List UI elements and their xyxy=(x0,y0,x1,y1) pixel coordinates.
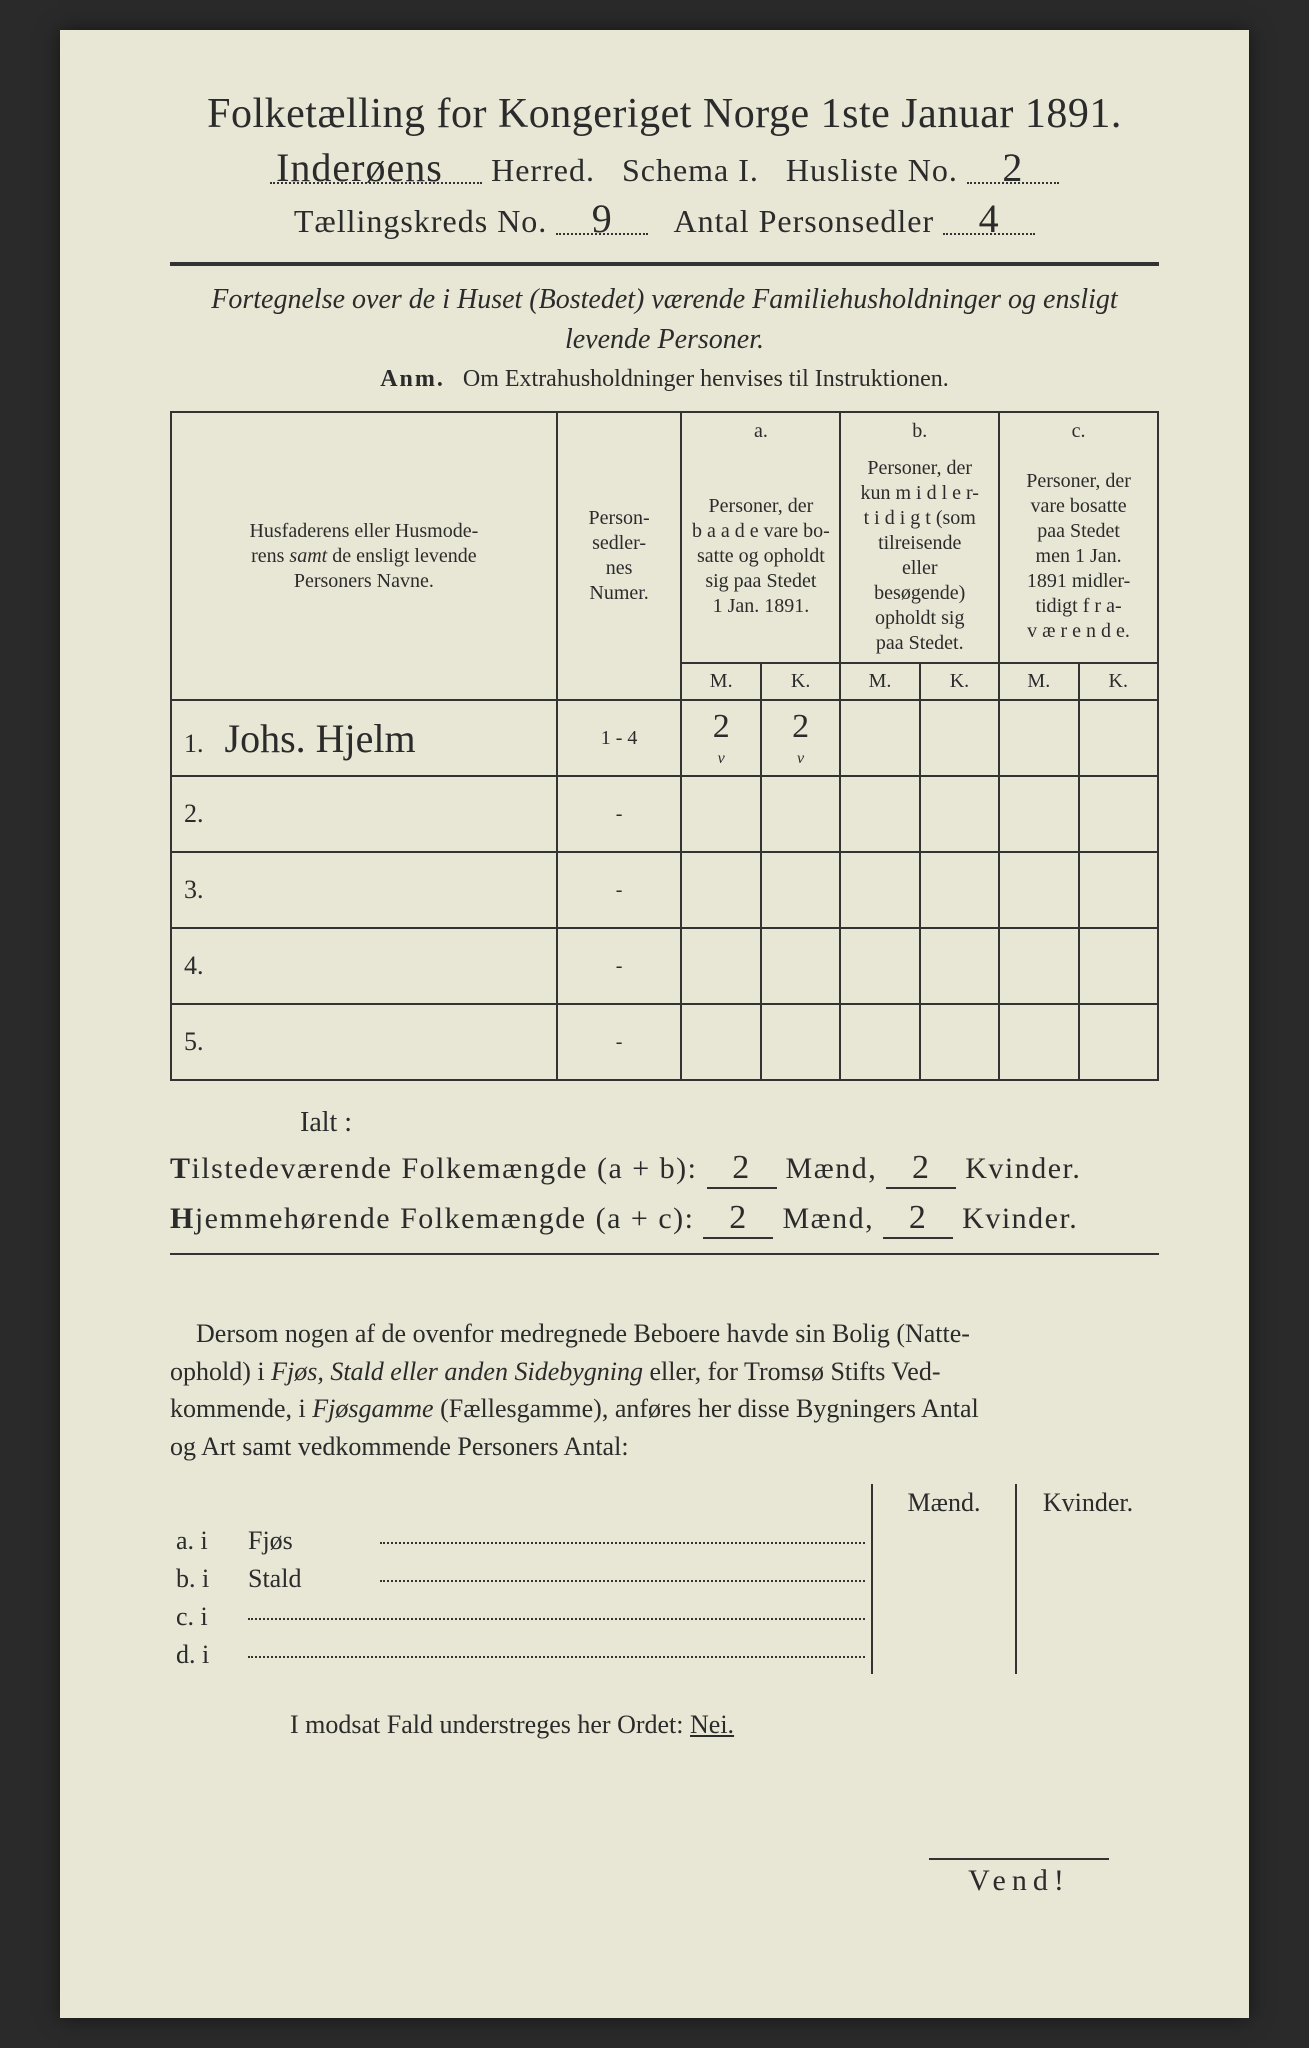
person-num: 1 - 4 xyxy=(557,700,682,776)
building-row: d. i xyxy=(170,1636,1159,1674)
col-c-k: K. xyxy=(1079,663,1158,700)
person-name: Johs. Hjelm xyxy=(225,716,416,761)
anm-line: Anm. Om Extrahusholdninger henvises til … xyxy=(170,366,1159,393)
present-men: 2 xyxy=(707,1149,777,1189)
bld-maend: Mænd. xyxy=(872,1484,1016,1522)
husliste-value: 2 xyxy=(967,154,1059,184)
household-table: Husfaderens eller Husmode-rens samt de e… xyxy=(170,411,1159,1081)
table-row: 4. - xyxy=(171,928,1158,1004)
kreds-value: 9 xyxy=(556,205,648,235)
census-form-page: Folketælling for Kongeriget Norge 1ste J… xyxy=(60,30,1249,2018)
col-b-k: K. xyxy=(920,663,999,700)
ialt-label: Ialt : xyxy=(300,1107,1159,1139)
col-a-header: Personer, derb a a d e vare bo-satte og … xyxy=(681,450,840,663)
col-c-header: Personer, dervare bosattepaa Stedetmen 1… xyxy=(999,450,1158,663)
building-row: c. i xyxy=(170,1598,1159,1636)
page-title: Folketælling for Kongeriget Norge 1ste J… xyxy=(170,90,1159,138)
cell-c-m xyxy=(999,700,1078,776)
herred-label: Herred. xyxy=(491,152,595,188)
table-row: 5. - xyxy=(171,1004,1158,1080)
totals-line-2: Hjemmehørende Folkemængde (a + c): 2 Mæn… xyxy=(170,1199,1159,1239)
husliste-label: Husliste No. xyxy=(786,152,958,188)
col-header-names: Husfaderens eller Husmode-rens samt de e… xyxy=(171,412,557,700)
bld-kvinder: Kvinder. xyxy=(1016,1484,1159,1522)
header-line-2: Tællingskreds No. 9 Antal Personsedler 4 xyxy=(170,203,1159,240)
nei-line: I modsat Fald understreges her Ordet: Ne… xyxy=(290,1710,1159,1740)
anm-label: Anm. xyxy=(380,366,445,392)
building-row: a. i Fjøs xyxy=(170,1522,1159,1560)
cell-a-m: 2 v xyxy=(681,700,760,776)
cell-c-k xyxy=(1079,700,1158,776)
resident-women: 2 xyxy=(883,1199,953,1239)
description-line-1: Fortegnelse over de i Huset (Bostedet) v… xyxy=(170,284,1159,316)
nei-word: Nei. xyxy=(690,1710,734,1739)
totals-line-1: Tilstedeværende Folkemængde (a + b): 2 M… xyxy=(170,1149,1159,1189)
present-women: 2 xyxy=(886,1149,956,1189)
divider xyxy=(170,1253,1159,1255)
anm-text: Om Extrahusholdninger henvises til Instr… xyxy=(463,366,949,392)
vend-label: Vend! xyxy=(929,1858,1109,1898)
cell-a-k: 2 v xyxy=(761,700,840,776)
schema-label: Schema I. xyxy=(622,152,759,188)
col-a-label: a. xyxy=(681,412,840,450)
col-a-k: K. xyxy=(761,663,840,700)
col-c-m: M. xyxy=(999,663,1078,700)
resident-men: 2 xyxy=(703,1199,773,1239)
col-c-label: c. xyxy=(999,412,1158,450)
col-a-m: M. xyxy=(681,663,760,700)
col-header-num: Person-sedler-nesNumer. xyxy=(557,412,682,700)
col-b-header: Personer, derkun m i d l e r-t i d i g t… xyxy=(840,450,999,663)
herred-value: Inderøens xyxy=(270,154,482,184)
col-b-label: b. xyxy=(840,412,999,450)
buildings-paragraph: Dersom nogen af de ovenfor medregnede Be… xyxy=(170,1315,1159,1466)
table-row: 1. Johs. Hjelm 1 - 4 2 v 2 v xyxy=(171,700,1158,776)
antall-value: 4 xyxy=(943,205,1035,235)
header-line-1: Inderøens Herred. Schema I. Husliste No.… xyxy=(170,152,1159,189)
row-index: 1. xyxy=(184,729,204,758)
table-row: 3. - xyxy=(171,852,1158,928)
kreds-label: Tællingskreds No. xyxy=(294,203,547,239)
building-row: b. i Stald xyxy=(170,1560,1159,1598)
buildings-table: Mænd. Kvinder. a. i Fjøs b. i Stald c. i… xyxy=(170,1484,1159,1674)
antall-label: Antal Personsedler xyxy=(674,203,935,239)
table-row: 2. - xyxy=(171,776,1158,852)
divider xyxy=(170,262,1159,266)
col-b-m: M. xyxy=(840,663,919,700)
description-line-2: levende Personer. xyxy=(170,324,1159,356)
cell-b-k xyxy=(920,700,999,776)
cell-b-m xyxy=(840,700,919,776)
